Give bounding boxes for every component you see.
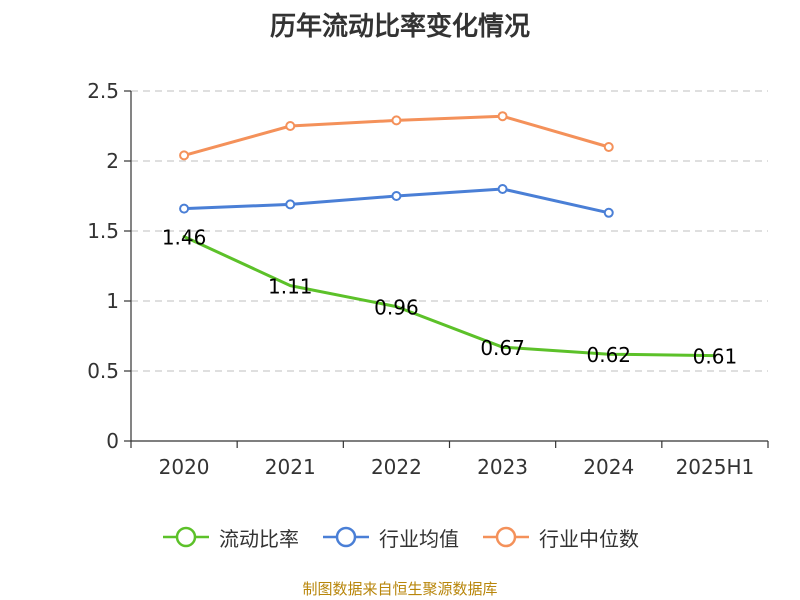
data-point	[285, 199, 296, 210]
data-labels: 1.46 1.11 0.96 0.67 0.62 0.61	[162, 226, 737, 369]
legend-item-2[interactable]: 行业中位数	[481, 523, 639, 552]
series-line-0	[182, 235, 717, 358]
data-point	[497, 111, 508, 122]
legend-item-1[interactable]: 行业均值	[321, 523, 459, 552]
axes: 0 0.5 1 1.5 2 2.5 2020 2021 2022 2023 2024 2025H1	[87, 79, 769, 479]
legend-label: 行业中位数	[539, 526, 639, 551]
data-point	[179, 150, 190, 161]
data-label: 0.67	[480, 336, 525, 360]
x-tick-label: 2021	[265, 455, 316, 479]
x-tick-label: 2025H1	[676, 455, 755, 479]
x-tick-label: 2023	[477, 455, 528, 479]
grid-lines	[131, 90, 768, 372]
x-tick-label: 2024	[583, 455, 634, 479]
data-point	[179, 203, 190, 214]
data-label: 0.62	[586, 343, 631, 367]
legend-swatch-icon	[163, 526, 209, 548]
legend-swatch-icon	[483, 526, 529, 548]
y-tick-label: 2.5	[87, 79, 119, 103]
data-point	[391, 115, 402, 126]
y-tick-label: 0.5	[87, 359, 119, 383]
x-tick-label: 2020	[159, 455, 210, 479]
legend-label: 流动比率	[219, 526, 299, 551]
legend: 流动比率 行业均值 行业中位数	[0, 519, 800, 555]
data-point	[603, 207, 614, 218]
chart-title: 历年流动比率变化情况	[269, 12, 530, 42]
source-note: 制图数据来自恒生聚源数据库	[302, 580, 498, 598]
data-point	[285, 121, 296, 131]
data-label: 1.11	[268, 275, 313, 299]
y-tick-label: 1	[106, 289, 119, 313]
legend-item-0[interactable]: 流动比率	[161, 523, 299, 552]
series-lines	[179, 111, 717, 358]
legend-swatch-icon	[323, 526, 369, 548]
data-point	[497, 184, 508, 194]
y-tick-label: 0	[106, 429, 119, 453]
data-point	[391, 191, 402, 201]
y-tick-label: 1.5	[87, 219, 119, 243]
y-tick-label: 2	[106, 149, 119, 173]
data-point	[603, 142, 614, 152]
x-tick-label: 2022	[371, 455, 422, 479]
data-label: 0.61	[693, 345, 738, 369]
data-label: 1.46	[162, 226, 207, 250]
data-label: 0.96	[374, 296, 419, 320]
legend-label: 行业均值	[379, 526, 459, 551]
